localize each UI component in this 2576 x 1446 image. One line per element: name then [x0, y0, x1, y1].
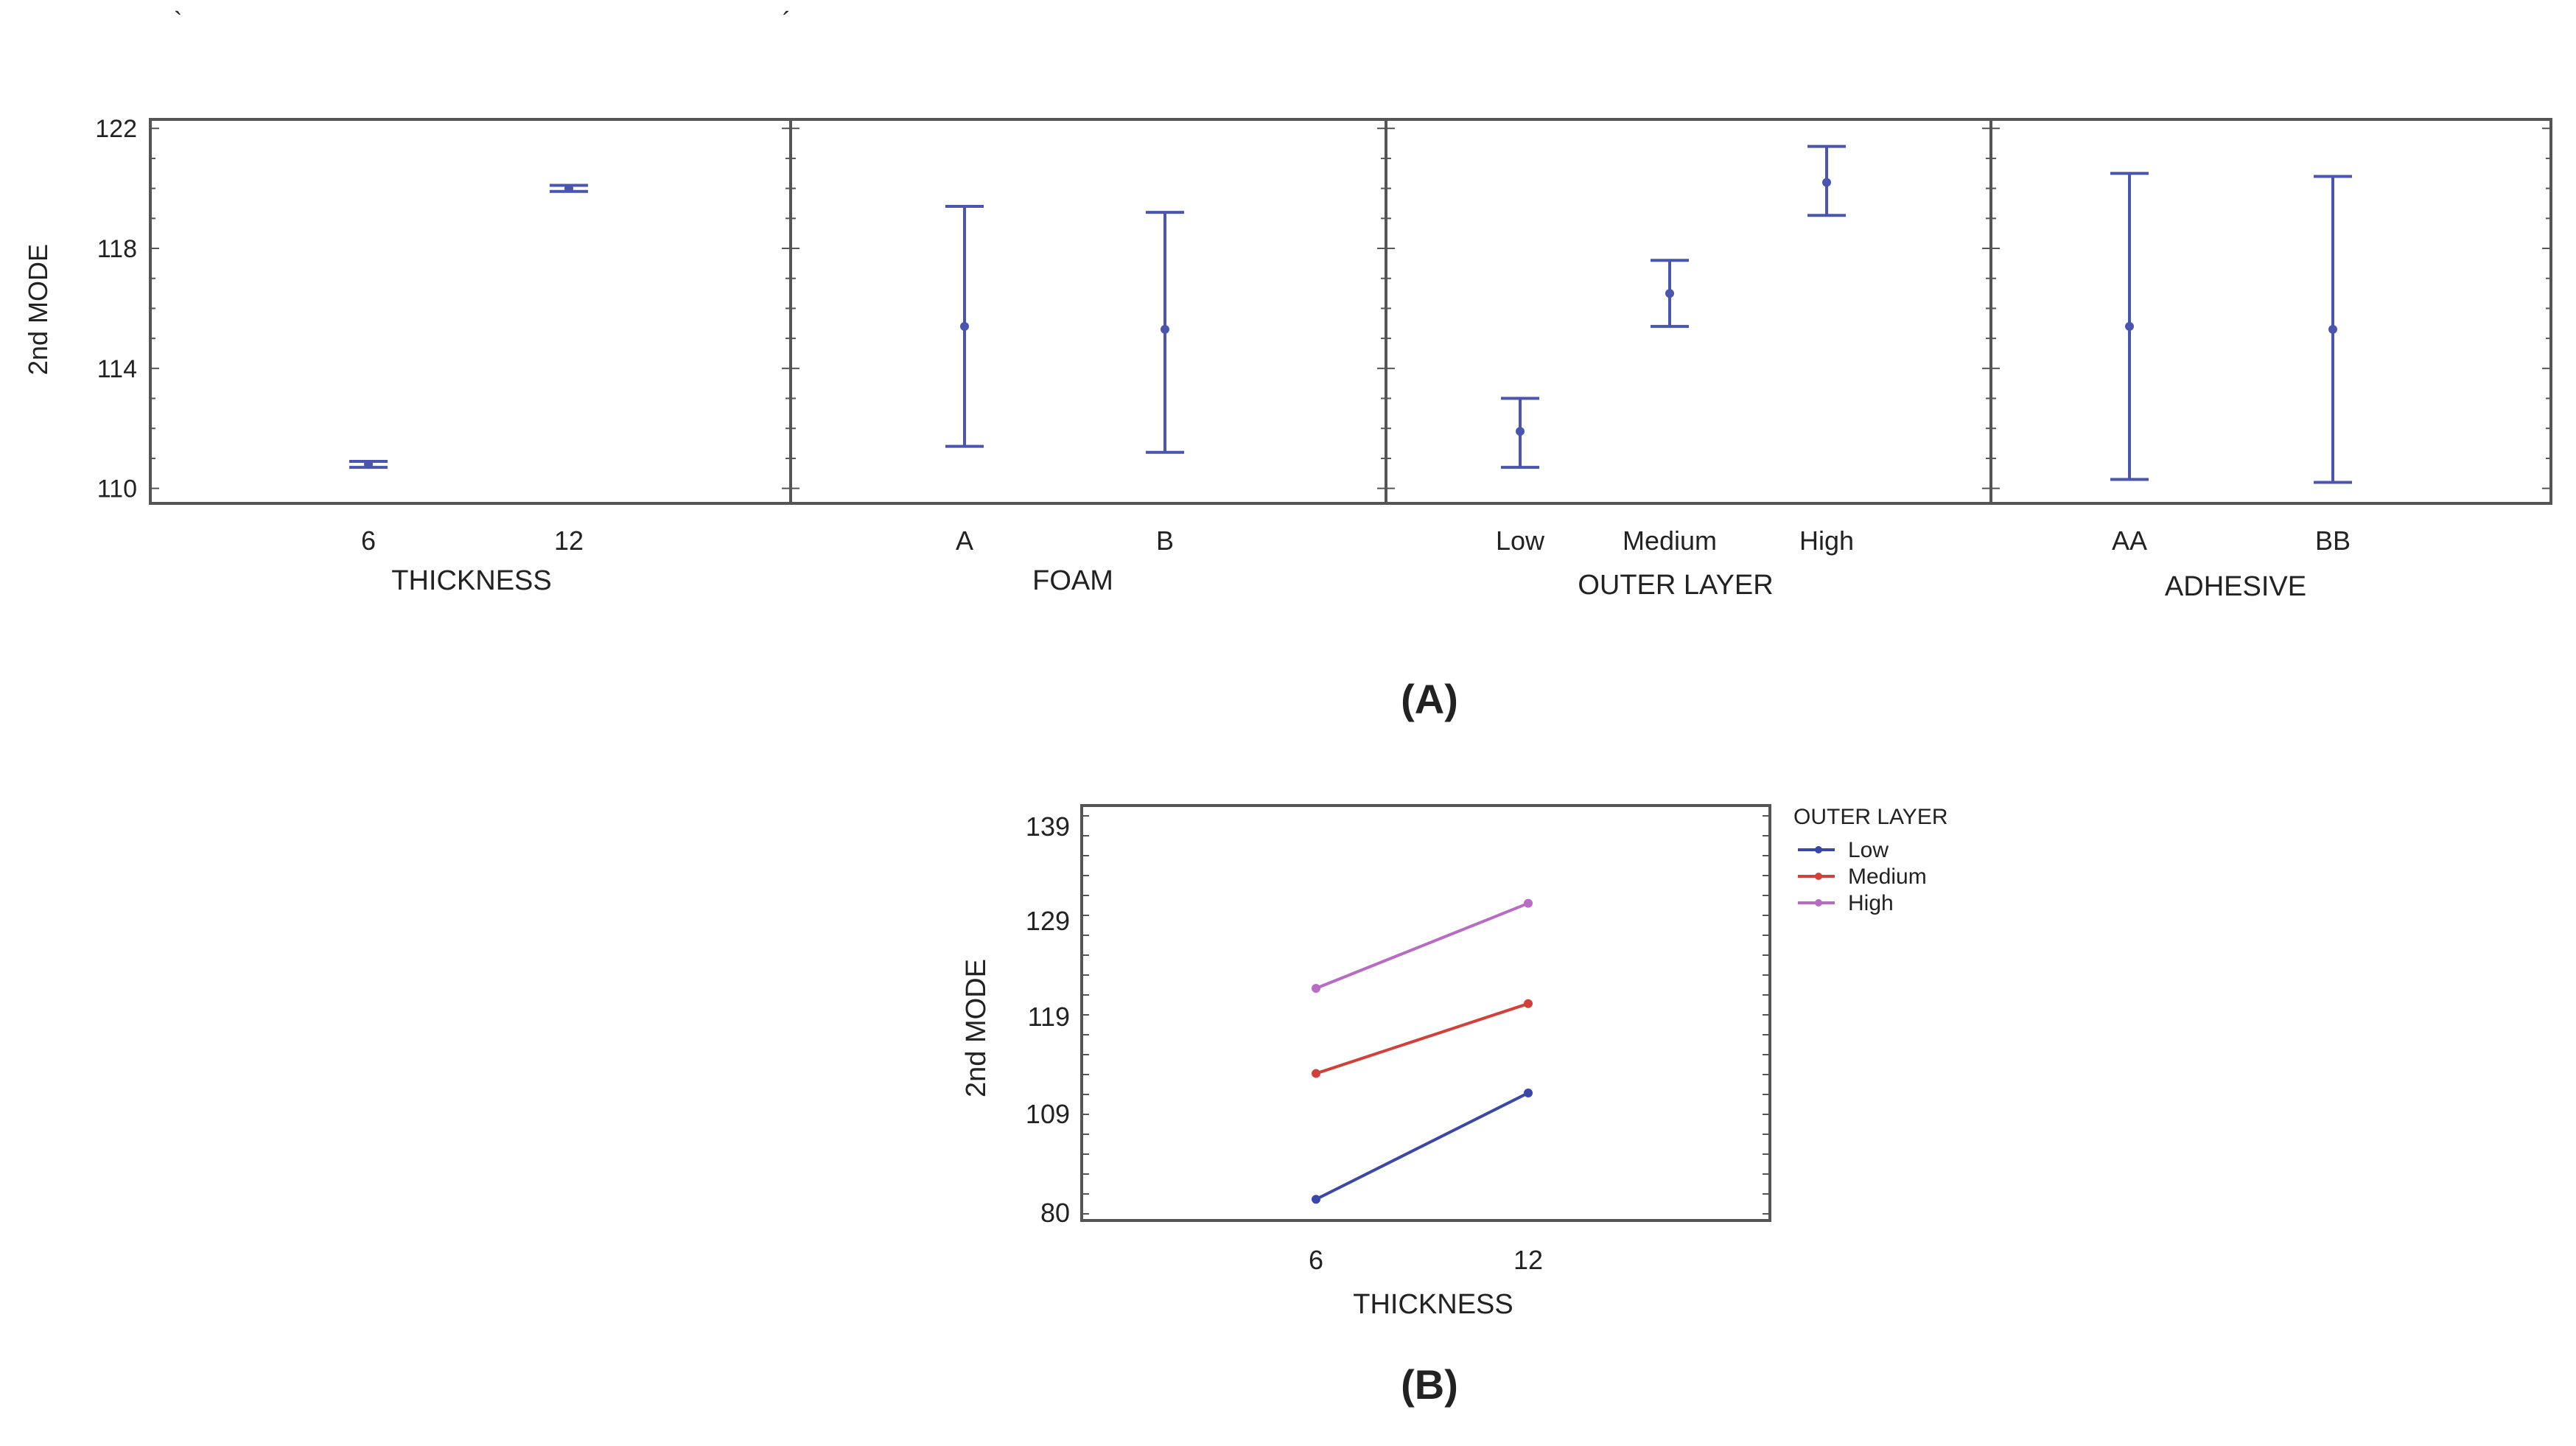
stray-mark-left: ` — [174, 7, 182, 35]
legend-marker-medium — [1815, 873, 1822, 880]
x-tick-label: AA — [2112, 525, 2147, 556]
chart-a-y-tick-label: 122 — [95, 115, 137, 143]
chart-a-x-axis-label: THICKNESS — [391, 565, 551, 596]
chart-b-y-tick-label: 119 — [1028, 1002, 1070, 1032]
mean-point-b — [1161, 324, 1169, 334]
legend-label-high: High — [1848, 891, 1894, 915]
legend-label-low: Low — [1848, 838, 1889, 862]
chart-b-x-tick-label: 12 — [1513, 1245, 1543, 1275]
series-point-low — [1312, 1195, 1320, 1204]
chart-a-panel-foam: A B FOAM — [789, 118, 1387, 596]
chart-b-x-axis-label: THICKNESS — [1353, 1289, 1513, 1320]
legend-title: OUTER LAYER — [1793, 805, 1948, 829]
mean-point-aa — [2125, 321, 2134, 331]
x-tick-label: High — [1799, 525, 1854, 556]
chart-b-y-tick-labels: 80 109 119 129 139 — [1026, 811, 1070, 1228]
series-point-high — [1312, 984, 1320, 993]
chart-b-x-tick-labels: 6 12 — [1309, 1245, 1543, 1275]
x-tick-label: A — [956, 525, 973, 556]
chart-b-frame — [1080, 804, 1771, 1222]
mean-point-low — [1516, 427, 1525, 436]
x-tick-label: 6 — [361, 525, 376, 556]
series-line-medium — [1315, 1002, 1529, 1075]
chart-a-panel-outer-layer: Low Medium High OUTER LAYER — [1385, 118, 1992, 601]
chart-a-x-axis-label: ADHESIVE — [2165, 571, 2306, 602]
chart-a-panel-adhesive: AA BB ADHESIVE — [1989, 118, 2552, 602]
chart-b-series — [1312, 898, 1533, 1204]
panel-frame — [1385, 118, 1992, 505]
mean-point-6 — [364, 460, 373, 469]
chart-b-y-tick-label: 129 — [1026, 906, 1070, 936]
legend-label-medium: Medium — [1848, 865, 1927, 889]
series-point-low — [1524, 1088, 1533, 1097]
chart-b-y-tick-label: 139 — [1026, 811, 1070, 842]
series-point-medium — [1312, 1069, 1320, 1078]
mean-point-bb — [2328, 324, 2337, 334]
panel-frame — [1989, 118, 2552, 505]
x-tick-label: BB — [2315, 525, 2351, 556]
x-tick-label: B — [1156, 525, 1174, 556]
chart-a-y-axis-label: 2nd MODE — [23, 244, 53, 375]
x-tick-label: Low — [1496, 525, 1545, 556]
legend-marker-low — [1815, 846, 1822, 853]
series-point-high — [1524, 898, 1533, 908]
panel-frame — [149, 118, 792, 505]
chart-a-y-tick-labels: 110 114 118 122 — [95, 115, 137, 503]
panel-frame — [789, 118, 1387, 505]
legend-marker-high — [1815, 899, 1822, 907]
caption-b: (B) — [1401, 1361, 1458, 1408]
chart-a-y-tick-label: 118 — [97, 235, 137, 263]
mean-point-medium — [1665, 289, 1674, 298]
chart-b-axis-ticks — [1082, 815, 1770, 1215]
chart-b-y-axis-label: 2nd MODE — [961, 959, 992, 1097]
chart-b-x-tick-label: 6 — [1309, 1245, 1323, 1275]
chart-a-x-axis-label: FOAM — [1032, 565, 1113, 596]
x-tick-label: 12 — [554, 525, 584, 556]
series-point-medium — [1524, 999, 1533, 1008]
chart-b-interaction-plot: 80 109 119 129 139 6 12 2nd MODE THICKNESS OU… — [961, 804, 1948, 1320]
mean-point-a — [960, 321, 969, 331]
series-line-low — [1315, 1092, 1529, 1201]
mean-point-12 — [564, 184, 573, 193]
stray-mark-right: ´ — [783, 7, 791, 35]
chart-a-y-tick-label: 110 — [97, 475, 137, 503]
caption-a: (A) — [1401, 676, 1458, 722]
chart-a-x-axis-label: OUTER LAYER — [1578, 570, 1773, 601]
x-tick-label: Medium — [1623, 525, 1717, 556]
chart-a-y-tick-label: 114 — [97, 355, 137, 383]
series-line-high — [1315, 901, 1529, 990]
chart-b-y-tick-label: 109 — [1026, 1099, 1070, 1129]
chart-b-y-tick-label: 80 — [1040, 1198, 1070, 1228]
mean-point-high — [1822, 178, 1831, 187]
